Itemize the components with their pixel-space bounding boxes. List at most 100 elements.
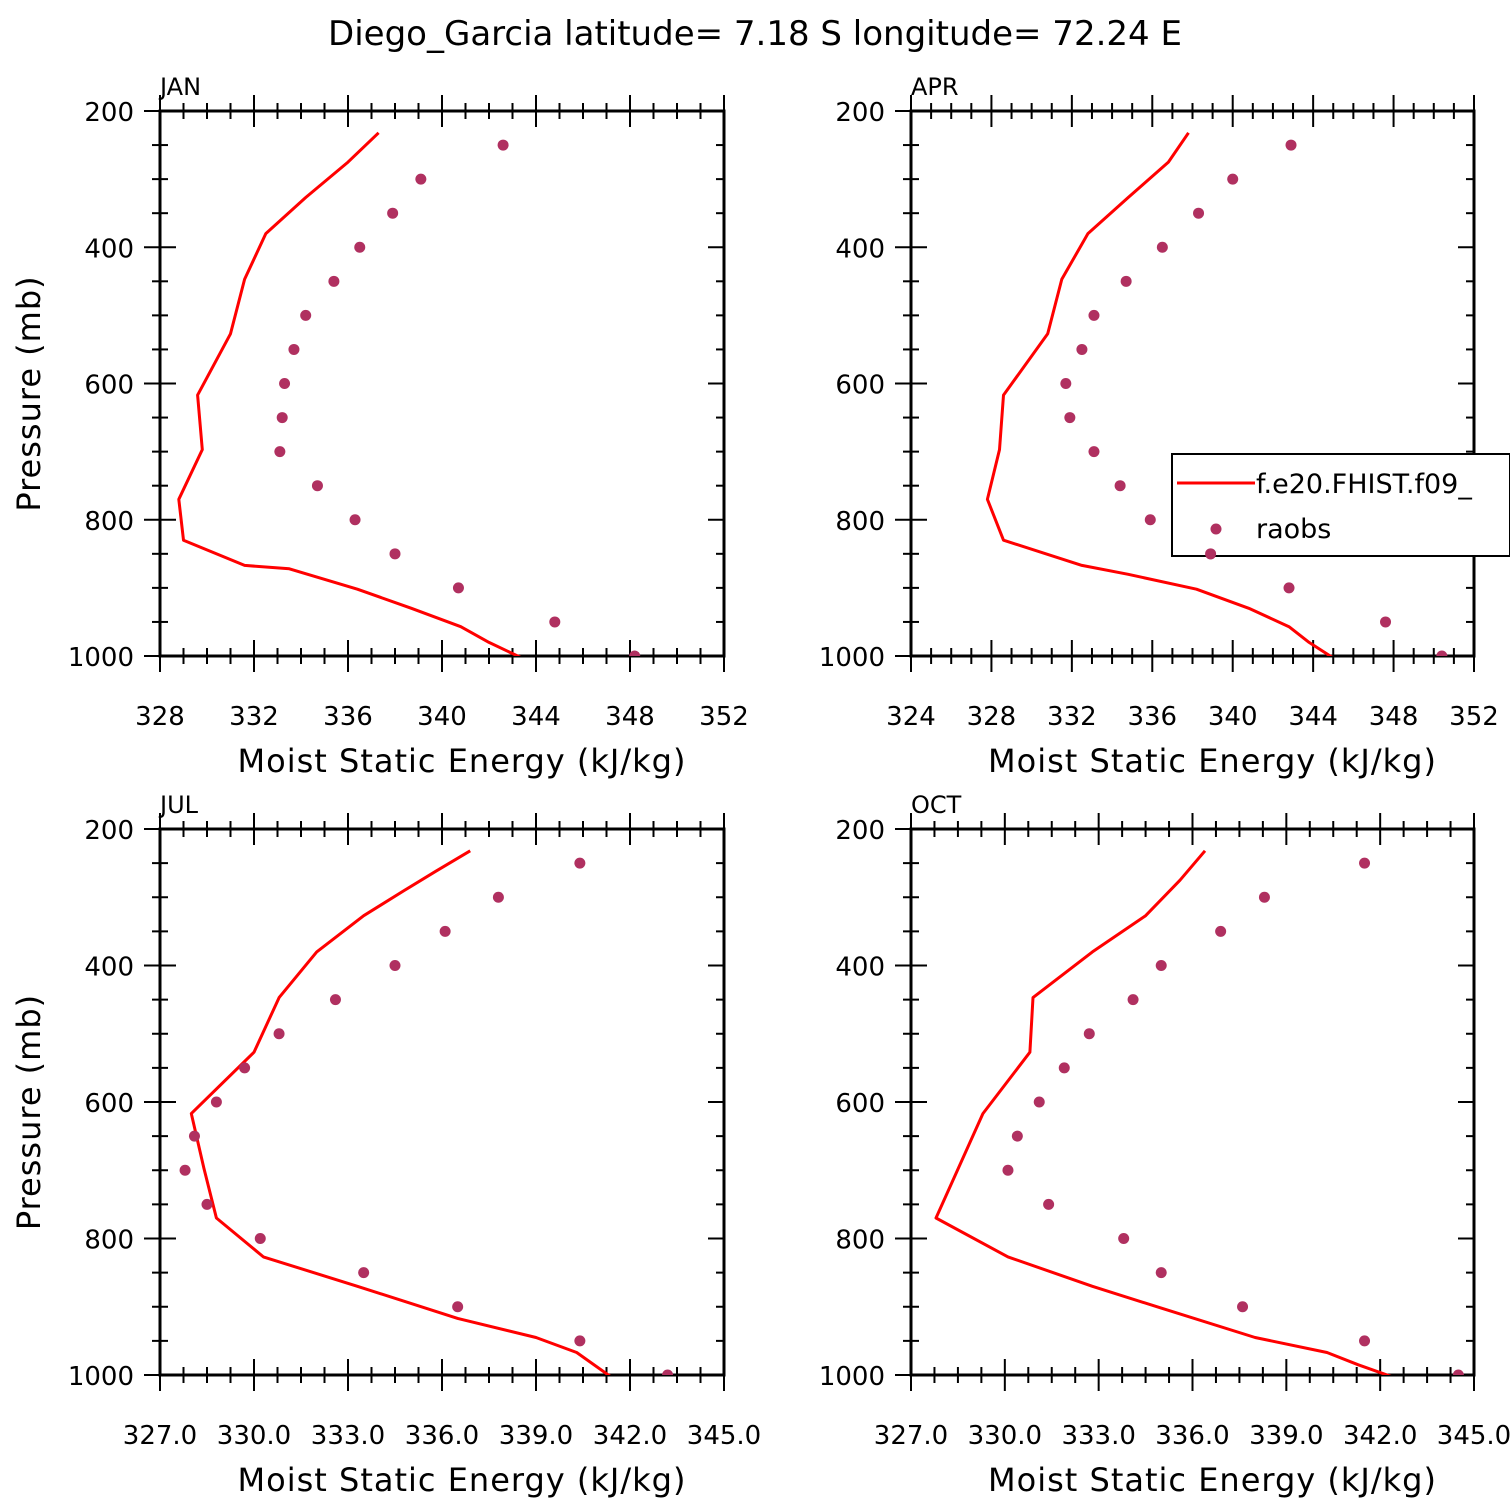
x-tick-label: 324 [886, 702, 936, 732]
x-axis-label: Moist Static Energy (kJ/kg) [238, 1461, 687, 1499]
series-line-model [934, 849, 1392, 1375]
series-line-model [985, 131, 1333, 656]
data-point-raobs [1283, 582, 1295, 594]
y-tick-label: 400 [84, 234, 134, 264]
x-tick-label: 345.0 [687, 1421, 761, 1451]
data-point-raobs [1088, 309, 1100, 321]
data-point-raobs [288, 343, 300, 355]
panel-label: OCT [911, 791, 962, 819]
x-axis-label: Moist Static Energy (kJ/kg) [988, 1461, 1437, 1499]
data-point-raobs [1436, 650, 1448, 656]
data-point-raobs [274, 446, 286, 458]
data-point-raobs [662, 1369, 674, 1375]
x-tick-label: 342.0 [1343, 1421, 1417, 1451]
data-point-raobs [452, 582, 464, 594]
x-axis-label: Moist Static Energy (kJ/kg) [238, 742, 687, 780]
data-area [179, 849, 674, 1375]
y-tick-label: 400 [835, 953, 885, 983]
x-tick-label: 352 [699, 702, 749, 732]
data-point-raobs [354, 241, 366, 253]
data-point-raobs [1088, 446, 1100, 458]
data-point-raobs [452, 1301, 464, 1313]
y-tick-label: 600 [84, 371, 134, 401]
data-point-raobs [389, 548, 401, 560]
x-tick-label: 344 [1288, 702, 1338, 732]
data-point-raobs [239, 1062, 251, 1074]
x-tick-label: 330.0 [217, 1421, 291, 1451]
data-point-raobs [1127, 994, 1139, 1006]
data-area [934, 849, 1464, 1375]
x-tick-label: 345.0 [1437, 1421, 1510, 1451]
y-tick-label: 200 [835, 98, 885, 128]
x-tick-label: 348 [1369, 702, 1419, 732]
x-axis-label: Moist Static Energy (kJ/kg) [988, 742, 1437, 780]
data-area [177, 131, 641, 656]
panel-oct: OCT 200 400 600 800 1000 327.0 330.0 333.0 336.0 3… [819, 791, 1510, 1499]
data-point-raobs [1011, 1130, 1023, 1142]
x-tick-label: 352 [1449, 702, 1499, 732]
data-point-raobs [328, 275, 340, 287]
x-tick-label: 328 [967, 702, 1017, 732]
x-tick-label: 333.0 [1061, 1421, 1135, 1451]
data-point-raobs [349, 514, 361, 526]
data-point-raobs [497, 139, 509, 151]
y-axis-label: Pressure (mb) [10, 994, 48, 1230]
y-tick-label: 400 [84, 953, 134, 983]
series-line-model [189, 849, 611, 1375]
panel-label: APR [911, 73, 959, 101]
legend-marker-swatch [1210, 523, 1222, 535]
y-tick-label: 800 [84, 507, 134, 537]
data-point-raobs [1156, 241, 1168, 253]
data-point-raobs [300, 309, 312, 321]
y-tick-label: 1000 [68, 643, 134, 673]
data-point-raobs [1058, 1062, 1070, 1074]
y-tick-label: 600 [835, 371, 885, 401]
data-point-raobs [1258, 891, 1270, 903]
data-point-raobs [188, 1130, 200, 1142]
x-tick-label: 332 [229, 702, 279, 732]
x-tick-label: 333.0 [311, 1421, 385, 1451]
data-point-raobs [1060, 378, 1072, 389]
x-tick-label: 340 [1208, 702, 1258, 732]
data-point-raobs [179, 1164, 191, 1176]
figure-title: Diego_Garcia latitude= 7.18 S longitude=… [328, 14, 1182, 54]
y-tick-label: 200 [84, 98, 134, 128]
y-tick-label: 1000 [819, 1362, 885, 1392]
data-point-raobs [1227, 173, 1239, 185]
data-point-raobs [1118, 1233, 1130, 1244]
data-point-raobs [276, 412, 288, 424]
x-tick-label: 327.0 [123, 1421, 197, 1451]
y-tick-label: 200 [84, 816, 134, 846]
data-point-raobs [279, 378, 291, 389]
x-tick-label: 336.0 [1155, 1421, 1229, 1451]
data-point-raobs [387, 207, 399, 219]
y-tick-label: 200 [835, 816, 885, 846]
x-tick-label: 328 [135, 702, 185, 732]
data-point-raobs [1002, 1164, 1014, 1176]
data-point-raobs [254, 1233, 266, 1244]
data-point-raobs [1155, 960, 1167, 971]
data-point-raobs [1215, 925, 1227, 937]
y-axis-label: Pressure (mb) [10, 275, 48, 511]
x-tick-label: 342.0 [593, 1421, 667, 1451]
data-point-raobs [1064, 412, 1076, 424]
data-point-raobs [415, 173, 427, 185]
x-tick-label: 332 [1047, 702, 1097, 732]
data-point-raobs [389, 960, 401, 971]
data-area [985, 131, 1448, 656]
data-point-raobs [1155, 1267, 1167, 1279]
y-tick-label: 800 [835, 1226, 885, 1256]
panel-jul: JUL 200 400 600 800 1000 327.0 330.0 333.0 336.0 3… [10, 791, 761, 1499]
data-point-raobs [574, 857, 586, 869]
data-point-raobs [329, 994, 341, 1006]
y-tick-label: 1000 [68, 1362, 134, 1392]
legend-box [1171, 453, 1510, 557]
data-point-raobs [574, 1335, 586, 1347]
data-point-raobs [1043, 1198, 1055, 1210]
x-tick-label: 339.0 [499, 1421, 573, 1451]
data-point-raobs [1285, 139, 1297, 151]
data-point-raobs [1120, 275, 1132, 287]
